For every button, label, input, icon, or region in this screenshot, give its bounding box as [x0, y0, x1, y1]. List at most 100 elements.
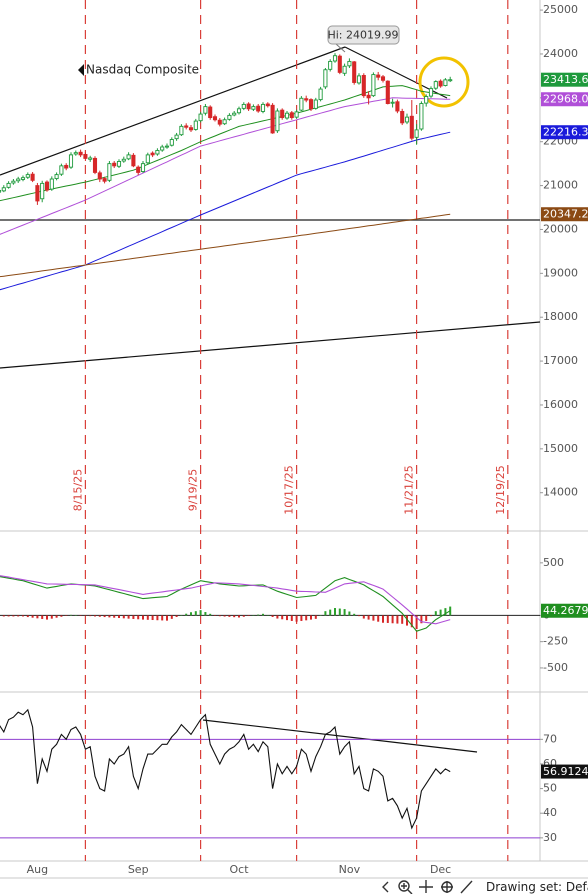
y-tick-label: 40 [543, 806, 557, 819]
histogram-bar [199, 610, 202, 616]
histogram-bar [334, 608, 336, 616]
histogram-bar [50, 615, 53, 619]
histogram-bar [108, 615, 111, 618]
last-value-box [541, 125, 588, 140]
candle-body [323, 69, 328, 88]
histogram-bar [252, 615, 255, 616]
histogram-bar [266, 615, 269, 616]
candle-body [16, 178, 21, 182]
candle-body [404, 116, 410, 123]
candle-body [44, 181, 50, 191]
histogram-bar [137, 615, 140, 620]
y-tick-label: 14000 [543, 486, 578, 499]
candle-body [11, 180, 16, 184]
candle-body [59, 165, 64, 175]
last-value-box [541, 72, 588, 87]
draw-line-icon[interactable] [460, 880, 473, 894]
histogram-bar [439, 609, 442, 616]
candle-body [280, 109, 285, 119]
candle-body [366, 94, 371, 99]
histogram-bar [329, 609, 332, 616]
macd-layer [0, 575, 540, 632]
histogram-bar [146, 615, 149, 620]
x-tick-label: Dec [430, 863, 451, 876]
histogram-bar [17, 615, 20, 617]
y-tick-label: 15000 [543, 442, 578, 455]
histogram-bar [36, 615, 39, 619]
candle-body [145, 154, 150, 164]
candle-body [428, 88, 434, 97]
candle-body [236, 108, 242, 114]
trend-line [0, 46, 346, 176]
y-tick-label: 18000 [543, 310, 578, 323]
candle-body [6, 182, 11, 188]
histogram-bar [194, 611, 197, 616]
histogram-bar [343, 609, 346, 616]
histogram-bar [396, 615, 399, 624]
histogram-bar [233, 615, 236, 618]
histogram-bar [98, 615, 101, 617]
histogram-bar [410, 615, 413, 628]
candle-body [88, 157, 93, 160]
trend-line [0, 321, 541, 369]
candle-body [443, 79, 448, 87]
candle-body [400, 110, 405, 124]
histogram-bar [338, 608, 341, 616]
histogram-bar [156, 615, 159, 621]
highlight-circle [418, 56, 470, 108]
candle-body [49, 178, 54, 190]
histogram-bar [391, 615, 394, 624]
candle-body [409, 115, 414, 139]
candle-body [64, 164, 69, 169]
zoom-icon[interactable] [398, 880, 410, 892]
histogram-bar [348, 611, 351, 616]
x-tick-label: Aug [27, 863, 48, 876]
histogram-bar [257, 614, 260, 616]
histogram-bar [180, 615, 183, 616]
candle-body [140, 163, 146, 172]
candle-body [260, 103, 266, 112]
candle-body [275, 110, 280, 132]
candle-body [193, 120, 198, 130]
histogram-bar [382, 615, 384, 623]
candle-body [380, 76, 386, 81]
y-tick-label: -500 [543, 661, 568, 674]
crosshair-icon[interactable] [419, 880, 433, 893]
histogram-bar [166, 615, 168, 621]
candle-body [390, 101, 395, 104]
candle-body [131, 154, 136, 167]
histogram-bar [358, 615, 360, 617]
histogram-bar [406, 615, 408, 626]
scroll-left-icon[interactable] [382, 881, 389, 893]
y-tick-label: 21000 [543, 179, 578, 192]
histogram-bar [175, 615, 178, 617]
y-tick-label: -250 [543, 635, 568, 648]
histogram-bar [377, 615, 380, 622]
histogram-bar [79, 615, 82, 616]
rsi-line [0, 708, 451, 830]
y-tick-label: 500 [543, 556, 564, 569]
event-label: 12/19/25 [494, 465, 507, 514]
histogram-bar [127, 615, 130, 619]
zoom-icon-handle [407, 889, 413, 894]
histogram-bar [185, 613, 188, 616]
histogram-bar [281, 615, 284, 620]
candle-body [136, 166, 141, 173]
histogram-bar [74, 615, 77, 616]
histogram-bar [223, 615, 226, 617]
candle-body [342, 65, 347, 74]
last-value-label: 20347.25 [543, 208, 588, 221]
last-value-box [541, 603, 588, 618]
candle-body [270, 104, 275, 134]
histogram-bar [353, 613, 356, 616]
toolbar-label[interactable]: Drawing set: Default [486, 880, 588, 894]
candle-body [299, 97, 304, 111]
price-layer [0, 53, 453, 291]
target-cross [441, 881, 453, 893]
annotation-box [327, 25, 400, 45]
histogram-bar [103, 615, 106, 618]
candle-body [97, 172, 102, 180]
candle-body [155, 150, 160, 155]
histogram-bar [444, 608, 447, 616]
candle-body [203, 106, 208, 114]
